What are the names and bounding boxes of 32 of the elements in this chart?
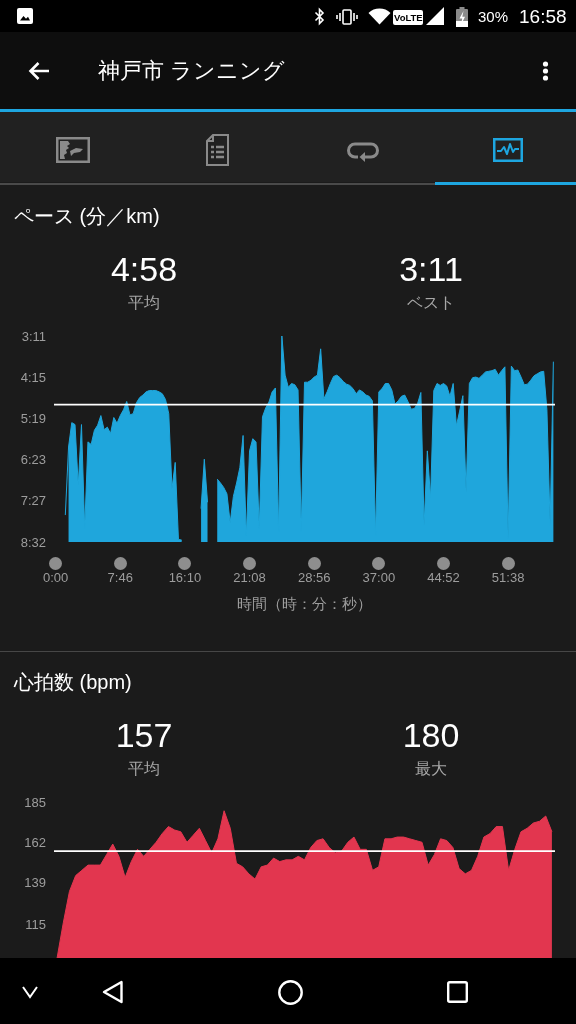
text: 180 [402,716,460,756]
y-tick-label: 8:32 [20,534,46,550]
y-tick-label: 7:27 [20,492,46,508]
text: 30% [478,8,509,26]
y-tick-label: 5:19 [20,410,46,426]
x-tick-label: 21:08 [233,570,266,585]
text: 最大 [415,759,447,779]
text: ベスト [407,293,455,313]
y-tick-label: 3:11 [21,328,46,344]
text: 平均 [128,759,160,779]
y-tick-label: 6:23 [20,451,46,467]
x-tick-label: 7:46 [107,570,133,585]
y-tick-label: 162 [24,834,46,850]
text: 神戸市 ランニング [98,58,286,84]
text: 16:58 [519,6,567,28]
chart-title: ペース (分／km) [14,204,160,228]
chart-title: 心拍数 (bpm) [14,670,132,694]
x-axis-title: 時間（時：分：秒） [237,595,372,613]
text: 4:58 [110,250,178,290]
x-tick-label: 37:00 [362,570,396,585]
text: 平均 [128,293,160,313]
y-tick-label: 139 [24,875,46,891]
y-tick-label: 115 [25,917,46,933]
x-tick-label: 16:10 [168,570,202,585]
y-tick-label: 4:15 [20,369,46,385]
x-tick-label: 51:38 [491,570,525,585]
x-tick-label: 44:52 [427,570,460,585]
x-tick-label: 28:56 [297,570,331,585]
x-tick-label: 0:00 [42,570,69,585]
text: 3:11 [399,250,463,290]
y-tick-label: 185 [24,794,46,810]
text: 157 [115,716,173,756]
